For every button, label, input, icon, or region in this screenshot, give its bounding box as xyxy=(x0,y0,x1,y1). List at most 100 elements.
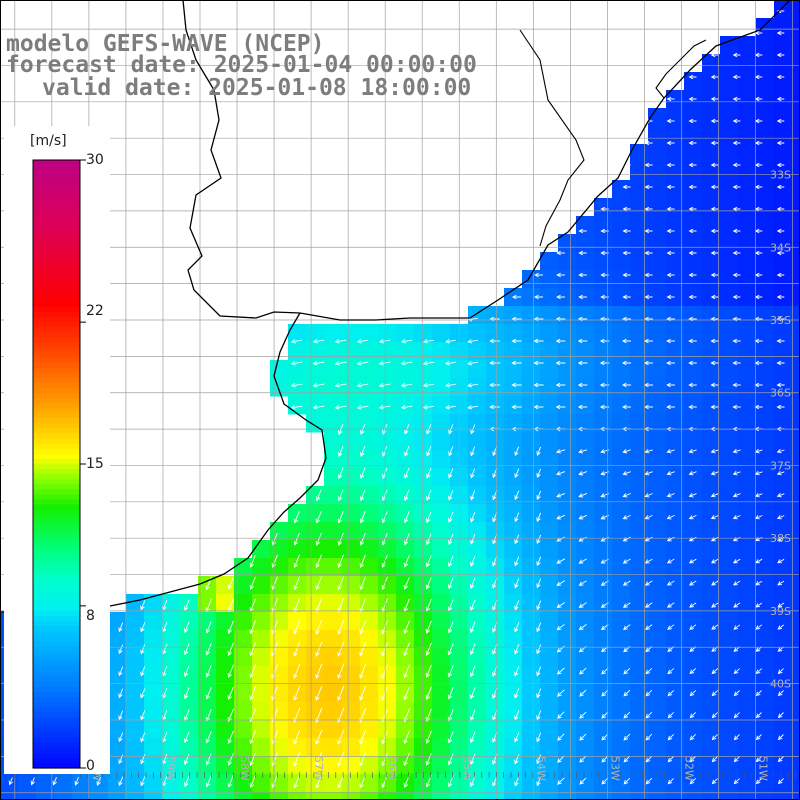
field-cell xyxy=(144,756,163,775)
field-cell xyxy=(684,630,703,649)
field-cell xyxy=(630,612,649,631)
colorbar-segment xyxy=(33,296,80,303)
colorbar-segment xyxy=(33,676,80,683)
wind-arrow xyxy=(732,184,741,190)
field-cell xyxy=(306,504,325,523)
field-cell xyxy=(486,378,505,397)
field-cell xyxy=(648,540,667,559)
wind-arrow xyxy=(666,360,675,366)
field-cell xyxy=(306,702,325,721)
wind-arrow xyxy=(688,360,697,366)
wind-arrow xyxy=(711,602,719,608)
wind-arrow xyxy=(315,774,323,789)
field-cell xyxy=(792,684,800,703)
wind-arrow xyxy=(227,752,234,766)
field-cell xyxy=(324,648,343,667)
field-cell xyxy=(360,360,379,379)
field-cell xyxy=(270,720,289,739)
field-cell xyxy=(630,324,649,343)
field-cell xyxy=(720,630,739,649)
field-cell xyxy=(612,198,631,217)
field-cell xyxy=(414,774,433,793)
field-cell xyxy=(738,432,757,451)
field-cell xyxy=(558,468,577,487)
field-cell xyxy=(324,720,343,739)
field-cell xyxy=(216,774,235,793)
field-cell xyxy=(36,774,55,793)
field-cell xyxy=(738,774,757,793)
wind-arrow xyxy=(622,514,631,520)
wind-arrow xyxy=(732,360,741,366)
field-cell xyxy=(774,792,793,800)
field-cell xyxy=(234,594,253,613)
field-cell xyxy=(774,414,793,433)
wind-arrow xyxy=(205,576,212,591)
field-cell xyxy=(594,342,613,361)
wind-arrow xyxy=(448,511,454,523)
field-cell xyxy=(756,396,775,415)
field-cell xyxy=(540,360,559,379)
field-cell xyxy=(774,162,793,181)
wind-arrow xyxy=(622,448,631,454)
field-cell xyxy=(468,414,487,433)
field-cell xyxy=(360,324,379,343)
field-cell xyxy=(684,702,703,721)
field-cell xyxy=(288,342,307,361)
colorbar-segment xyxy=(33,504,80,511)
field-cell xyxy=(180,720,199,739)
field-cell xyxy=(612,234,631,253)
wind-arrow xyxy=(666,184,675,190)
wind-arrow xyxy=(688,206,697,212)
field-cell xyxy=(756,288,775,307)
field-cell xyxy=(108,792,127,800)
field-cell xyxy=(324,594,343,613)
field-cell xyxy=(612,540,631,559)
wind-arrow xyxy=(622,536,631,542)
field-cell xyxy=(360,702,379,721)
field-cell xyxy=(612,684,631,703)
field-cell xyxy=(414,720,433,739)
field-cell xyxy=(342,342,361,361)
colorbar-segment xyxy=(33,641,80,647)
field-cell xyxy=(108,702,127,721)
map-title: modelo GEFS-WAVE (NCEP) xyxy=(6,31,325,57)
field-cell xyxy=(756,792,775,800)
wind-arrow xyxy=(425,664,432,678)
field-cell xyxy=(540,558,559,577)
wind-arrow xyxy=(271,554,278,568)
wind-arrow xyxy=(733,624,741,630)
field-cell xyxy=(270,378,289,397)
wind-arrow xyxy=(514,512,520,523)
wind-arrow xyxy=(556,602,565,609)
field-cell xyxy=(288,522,307,541)
wind-arrow xyxy=(579,733,587,741)
colorbar-segment xyxy=(33,651,80,658)
field-cell xyxy=(792,306,800,325)
field-cell xyxy=(792,756,800,775)
wind-arrow xyxy=(514,688,520,699)
field-cell xyxy=(252,612,271,631)
field-cell xyxy=(504,774,523,793)
field-cell xyxy=(162,630,181,649)
field-cell xyxy=(576,756,595,775)
field-cell xyxy=(342,756,361,775)
wind-arrow xyxy=(667,602,675,608)
wind-arrow xyxy=(776,30,785,36)
field-cell xyxy=(630,162,649,181)
field-cell xyxy=(666,414,685,433)
field-cell xyxy=(342,558,361,577)
field-cell xyxy=(324,432,343,451)
field-cell xyxy=(324,342,343,361)
field-cell xyxy=(342,630,361,649)
field-cell xyxy=(396,504,415,523)
field-cell xyxy=(756,126,775,145)
field-cell xyxy=(108,720,127,739)
field-cell xyxy=(324,792,343,800)
colorbar-segment xyxy=(33,377,80,384)
field-cell xyxy=(432,432,451,451)
field-cell xyxy=(360,792,379,800)
field-cell xyxy=(702,198,721,217)
colorbar-segment xyxy=(33,236,80,242)
colorbar-segment xyxy=(33,448,80,455)
field-cell xyxy=(324,756,343,775)
